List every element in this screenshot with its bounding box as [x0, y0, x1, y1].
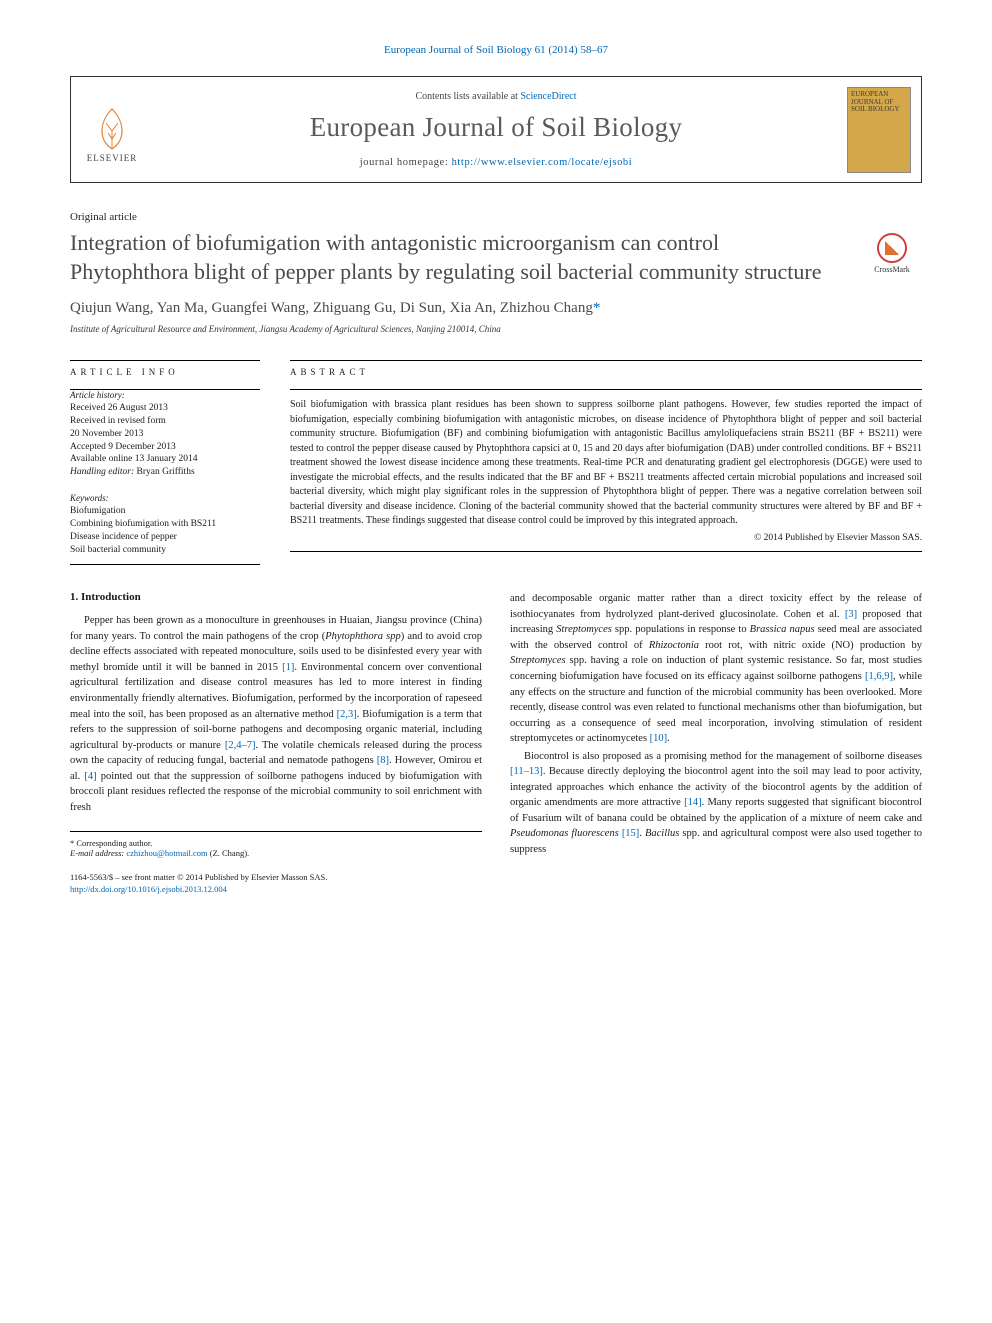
article-info-label: ARTICLE INFO — [70, 367, 260, 377]
crossmark-icon — [877, 233, 907, 263]
keywords-label: Keywords: — [70, 493, 260, 503]
corresponding-email-link[interactable]: czhizhou@hotmail.com — [126, 848, 207, 858]
corresponding-author-note: * Corresponding author. — [70, 838, 482, 848]
body-paragraph: Pepper has been grown as a monoculture i… — [70, 613, 482, 815]
affiliation: Institute of Agricultural Resource and E… — [70, 324, 922, 334]
handling-editor: Handling editor: Bryan Griffiths — [70, 466, 260, 479]
doi-link[interactable]: http://dx.doi.org/10.1016/j.ejsobi.2013.… — [70, 884, 227, 894]
citation-link[interactable]: European Journal of Soil Biology 61 (201… — [384, 44, 608, 56]
history-label: Article history: — [70, 390, 260, 400]
abstract-text: Soil biofumigation with brassica plant r… — [290, 398, 922, 529]
email-label: E-mail address: — [70, 848, 126, 858]
body-column-right: and decomposable organic matter rather t… — [510, 591, 922, 858]
revised-date: 20 November 2013 — [70, 428, 260, 441]
article-info-block: ARTICLE INFO Article history: Received 2… — [70, 354, 260, 565]
issn-line: 1164-5563/$ – see front matter © 2014 Pu… — [70, 872, 922, 884]
section-heading-intro: 1. Introduction — [70, 591, 482, 603]
received-date: Received 26 August 2013 — [70, 402, 260, 415]
keyword: Biofumigation — [70, 505, 260, 518]
article-type: Original article — [70, 211, 922, 223]
revised-label: Received in revised form — [70, 415, 260, 428]
body-column-left: 1. Introduction Pepper has been grown as… — [70, 591, 482, 858]
journal-homepage-line: journal homepage: http://www.elsevier.co… — [71, 157, 921, 168]
article-title: Integration of biofumigation with antago… — [70, 229, 842, 286]
page-footer: 1164-5563/$ – see front matter © 2014 Pu… — [70, 872, 922, 896]
body-paragraph: Biocontrol is also proposed as a promisi… — [510, 749, 922, 858]
copyright-line: © 2014 Published by Elsevier Masson SAS. — [290, 533, 922, 543]
journal-cover-thumbnail: EUROPEAN JOURNAL OF SOIL BIOLOGY — [847, 87, 911, 173]
publisher-name: ELSEVIER — [81, 153, 143, 163]
sciencedirect-link[interactable]: ScienceDirect — [520, 91, 576, 102]
journal-name: European Journal of Soil Biology — [71, 112, 921, 143]
elsevier-logo: ELSEVIER — [81, 105, 143, 177]
journal-masthead: ELSEVIER EUROPEAN JOURNAL OF SOIL BIOLOG… — [70, 76, 922, 183]
abstract-block: ABSTRACT Soil biofumigation with brassic… — [290, 354, 922, 565]
keyword: Disease incidence of pepper — [70, 531, 260, 544]
crossmark-badge[interactable]: CrossMark — [862, 229, 922, 274]
keyword: Combining biofumigation with BS211 — [70, 518, 260, 531]
online-date: Available online 13 January 2014 — [70, 453, 260, 466]
email-suffix: (Z. Chang). — [210, 848, 249, 858]
accepted-date: Accepted 9 December 2013 — [70, 441, 260, 454]
keyword: Soil bacterial community — [70, 544, 260, 557]
body-paragraph: and decomposable organic matter rather t… — [510, 591, 922, 746]
abstract-label: ABSTRACT — [290, 367, 922, 377]
contents-available-line: Contents lists available at ScienceDirec… — [71, 91, 921, 102]
corresponding-marker: * — [593, 300, 601, 316]
author-list: Qiujun Wang, Yan Ma, Guangfei Wang, Zhig… — [70, 300, 922, 317]
journal-homepage-link[interactable]: http://www.elsevier.com/locate/ejsobi — [452, 157, 633, 168]
